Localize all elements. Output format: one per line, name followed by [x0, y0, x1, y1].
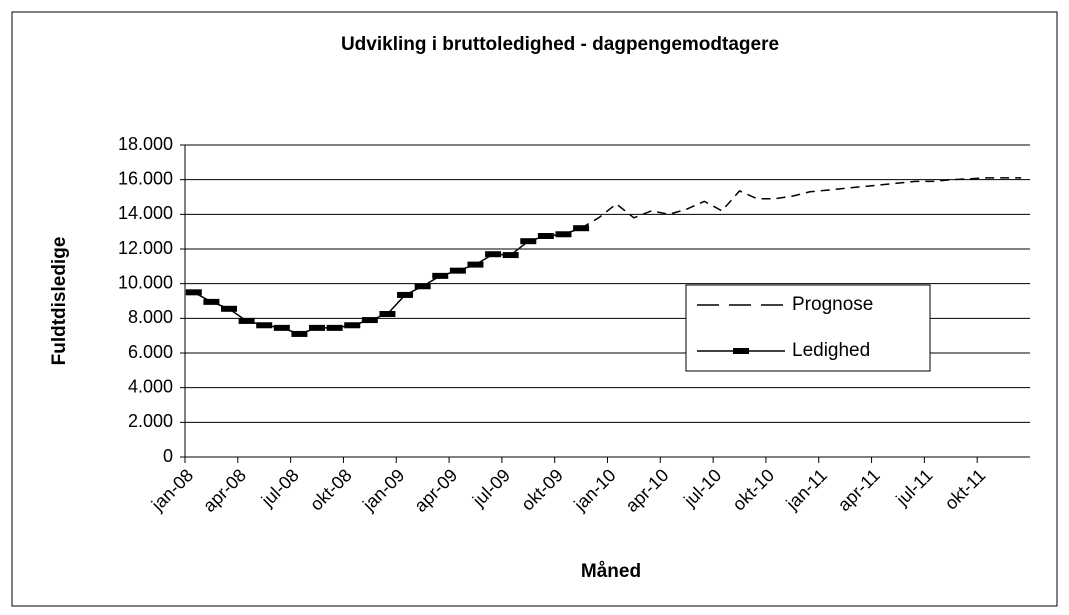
point-marker [432, 272, 449, 279]
y-tick-label: 16.000 [118, 168, 173, 188]
point-marker [485, 251, 502, 258]
legend-box [685, 284, 931, 372]
point-marker [326, 324, 343, 331]
point-marker [397, 291, 414, 298]
point-marker [502, 252, 519, 259]
y-tick-label: 14.000 [118, 203, 173, 223]
point-marker [449, 267, 466, 274]
legend-label: Prognose [792, 294, 873, 315]
y-tick-label: 8.000 [128, 307, 173, 327]
grid: 0 2.000 4.000 6.000 8.000 10.000 12.000 14.000 1… [118, 134, 1030, 516]
point-marker [203, 298, 220, 305]
chart-title: Udvikling i bruttoledighed - dagpengemod… [341, 34, 779, 55]
point-marker [361, 317, 378, 324]
point-marker [467, 261, 484, 268]
legend: Prognose Ledighed [685, 284, 931, 372]
x-axis-title: Måned [581, 561, 641, 582]
legend-label: Ledighed [792, 340, 870, 361]
point-marker [555, 231, 572, 238]
point-marker [221, 305, 238, 312]
y-axis-title: Fuldtdisledige [49, 237, 70, 366]
point-marker [379, 311, 396, 317]
point-marker [309, 324, 326, 331]
point-marker [414, 283, 431, 290]
point-marker [537, 233, 554, 239]
y-tick-label: 0 [163, 446, 173, 466]
point-marker [238, 317, 255, 324]
y-tick-label: 12.000 [118, 238, 173, 258]
legend-marker [733, 348, 749, 354]
point-marker [291, 330, 308, 337]
point-marker [185, 289, 202, 296]
y-tick-label: 4.000 [128, 376, 173, 396]
y-tick-label: 18.000 [118, 134, 173, 154]
point-marker [520, 238, 537, 245]
point-marker [344, 322, 361, 329]
point-marker [273, 324, 290, 331]
y-tick-label: 2.000 [128, 411, 173, 431]
y-tick-label: 10.000 [118, 272, 173, 292]
plot-area [185, 177, 1022, 337]
point-marker [256, 322, 273, 329]
y-tick-label: 6.000 [128, 342, 173, 362]
point-marker [573, 225, 590, 232]
line-prognose [580, 177, 1022, 229]
